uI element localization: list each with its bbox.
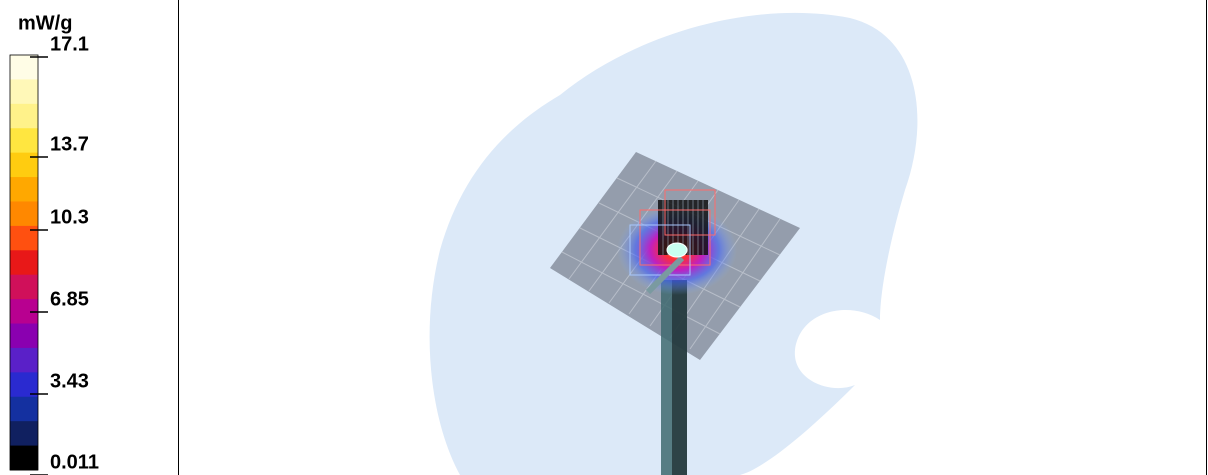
feed-point bbox=[666, 242, 688, 258]
colorbar-outline bbox=[9, 54, 39, 471]
colorbar-unit: mW/g bbox=[18, 12, 72, 34]
colorbar-band bbox=[10, 103, 38, 129]
colorbar-tick-label: 3.43 bbox=[50, 370, 89, 392]
zoom-scan-grid bbox=[662, 200, 704, 255]
colorbar-band bbox=[10, 372, 38, 398]
colorbar-band bbox=[10, 396, 38, 422]
pole-shadow bbox=[672, 280, 687, 475]
colorbar-tick-label: 0.011 bbox=[50, 451, 99, 473]
colorbar-band bbox=[10, 177, 38, 202]
colorbar-band bbox=[10, 201, 38, 227]
colorbar-band bbox=[10, 250, 38, 276]
colorbar: 17.1 13.7 10.3 6.85 3.43 0.011 bbox=[9, 33, 99, 475]
colorbar-band bbox=[10, 421, 38, 447]
colorbar-band bbox=[10, 55, 38, 80]
colorbar-band bbox=[10, 128, 38, 154]
colorbar-band bbox=[10, 347, 38, 373]
colorbar-band bbox=[10, 323, 38, 349]
colorbar-band bbox=[10, 445, 38, 471]
colorbar-band bbox=[10, 274, 38, 300]
colorbar-tick-label: 6.85 bbox=[50, 288, 89, 310]
colorbar-tick-label: 13.7 bbox=[50, 133, 89, 155]
colorbar-tick-label: 17.1 bbox=[50, 33, 89, 55]
colorbar-tick-label: 10.3 bbox=[50, 206, 89, 228]
colorbar-band bbox=[10, 79, 38, 105]
antenna-feed bbox=[645, 255, 685, 295]
